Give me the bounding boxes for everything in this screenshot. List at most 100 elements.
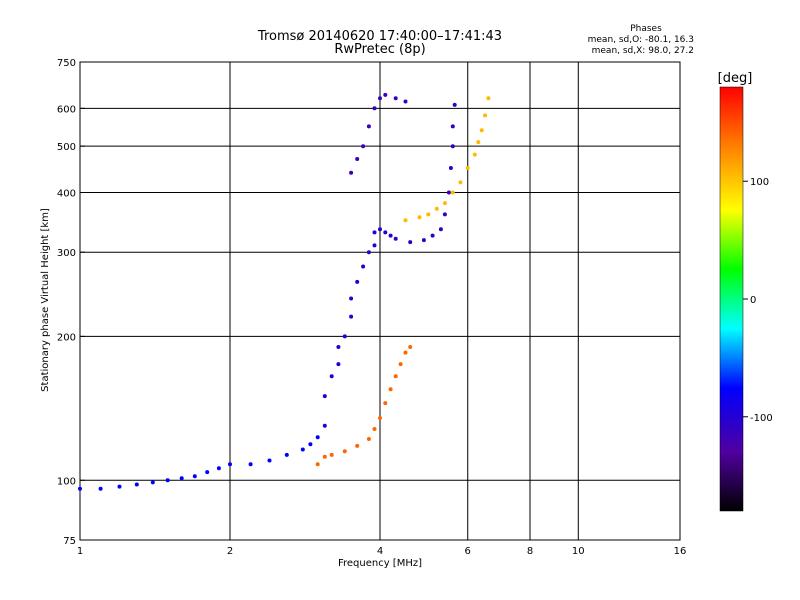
x-tick-label: 2 xyxy=(227,546,233,557)
data-point xyxy=(315,462,320,467)
data-point xyxy=(479,128,484,133)
data-point xyxy=(355,443,360,448)
data-point xyxy=(442,201,447,206)
data-point xyxy=(355,157,360,161)
data-point xyxy=(446,190,451,195)
data-point xyxy=(372,427,377,431)
data-point xyxy=(378,96,382,101)
data-point xyxy=(458,180,463,185)
y-tick-label: 750 xyxy=(57,58,76,69)
data-point xyxy=(483,113,488,118)
data-point xyxy=(421,238,426,243)
data-point xyxy=(388,387,393,392)
y-axis-ticks: 75 100 200 300 400 500 600 750 xyxy=(57,58,85,547)
data-point xyxy=(349,314,354,319)
data-points xyxy=(78,92,491,491)
x-tick-label: 4 xyxy=(377,546,383,557)
data-point xyxy=(452,102,457,107)
data-point xyxy=(216,466,221,471)
data-point xyxy=(361,264,366,269)
colorbar-tick-label: 0 xyxy=(750,295,756,306)
data-point xyxy=(267,458,272,463)
data-point xyxy=(205,470,210,475)
data-point xyxy=(349,170,354,175)
grid xyxy=(80,62,680,540)
colorbar-tick-label: -100 xyxy=(750,413,773,424)
data-point xyxy=(342,334,347,339)
data-point xyxy=(408,345,413,349)
colorbar xyxy=(719,86,744,512)
stats-x-line: mean, sd,X: 98.0, 27.2 xyxy=(592,46,694,56)
data-point xyxy=(403,218,408,223)
data-point xyxy=(450,144,455,149)
data-point xyxy=(450,124,455,129)
data-point xyxy=(366,250,371,255)
data-point xyxy=(393,374,398,379)
data-point xyxy=(465,166,470,170)
stats-o-line: mean, sd,O: -80.1, 16.3 xyxy=(588,35,694,45)
y-tick-label: 500 xyxy=(57,142,76,153)
data-point xyxy=(383,92,388,97)
data-point xyxy=(192,474,197,479)
x-tick-label: 10 xyxy=(572,546,585,557)
data-point xyxy=(315,435,320,440)
data-point xyxy=(165,478,170,483)
stats-heading: Phases xyxy=(630,24,662,34)
x-tick-label: 1 xyxy=(77,546,83,557)
data-point xyxy=(322,454,327,459)
data-point xyxy=(329,452,334,457)
y-tick-label: 300 xyxy=(57,248,76,259)
colorbar-ticks: 100 0 -100 xyxy=(743,177,773,424)
data-point xyxy=(336,345,341,349)
data-point xyxy=(179,476,184,481)
data-point xyxy=(322,423,327,428)
colorbar-label: [deg] xyxy=(718,71,753,86)
data-point xyxy=(361,144,366,149)
x-tick-label: 16 xyxy=(674,546,687,557)
data-point xyxy=(393,236,398,241)
data-point xyxy=(486,96,491,101)
x-axis-label: Frequency [MHz] xyxy=(338,558,422,569)
data-point xyxy=(403,99,408,104)
data-point xyxy=(372,230,377,235)
data-point xyxy=(430,233,435,238)
data-point xyxy=(329,374,334,379)
data-point xyxy=(408,240,413,245)
data-point xyxy=(383,230,388,235)
data-point xyxy=(366,437,371,441)
data-point xyxy=(300,447,305,452)
data-point xyxy=(228,462,232,467)
data-point xyxy=(403,350,408,355)
data-point xyxy=(438,227,443,232)
data-point xyxy=(117,484,122,489)
data-point xyxy=(476,140,481,145)
data-point xyxy=(355,279,360,284)
data-point xyxy=(417,215,422,220)
colorbar-tick-label: 100 xyxy=(750,177,769,188)
chart-subtitle: RwPretec (8p) xyxy=(334,42,425,57)
data-point xyxy=(372,243,377,248)
x-tick-label: 6 xyxy=(465,546,471,557)
data-point xyxy=(134,482,139,487)
data-point xyxy=(393,96,398,101)
y-tick-label: 200 xyxy=(57,332,76,343)
data-point xyxy=(378,416,382,420)
data-point xyxy=(98,486,103,491)
data-point xyxy=(342,449,347,454)
data-point xyxy=(349,296,354,301)
data-point xyxy=(308,442,313,447)
data-point xyxy=(426,212,431,217)
data-point xyxy=(450,190,455,195)
data-point xyxy=(434,206,439,211)
y-tick-label: 400 xyxy=(57,188,76,199)
chart-title: Tromsø 20140620 17:40:00–17:41:43 xyxy=(257,29,502,44)
x-axis-ticks: 1 2 4 6 8 10 16 xyxy=(77,546,687,557)
data-point xyxy=(366,124,371,129)
y-tick-label: 100 xyxy=(57,476,76,487)
data-point xyxy=(388,233,393,238)
data-point xyxy=(322,394,327,399)
data-point xyxy=(383,401,388,406)
data-point xyxy=(78,486,82,491)
y-tick-label: 600 xyxy=(57,104,76,115)
x-tick-label: 8 xyxy=(527,546,533,557)
